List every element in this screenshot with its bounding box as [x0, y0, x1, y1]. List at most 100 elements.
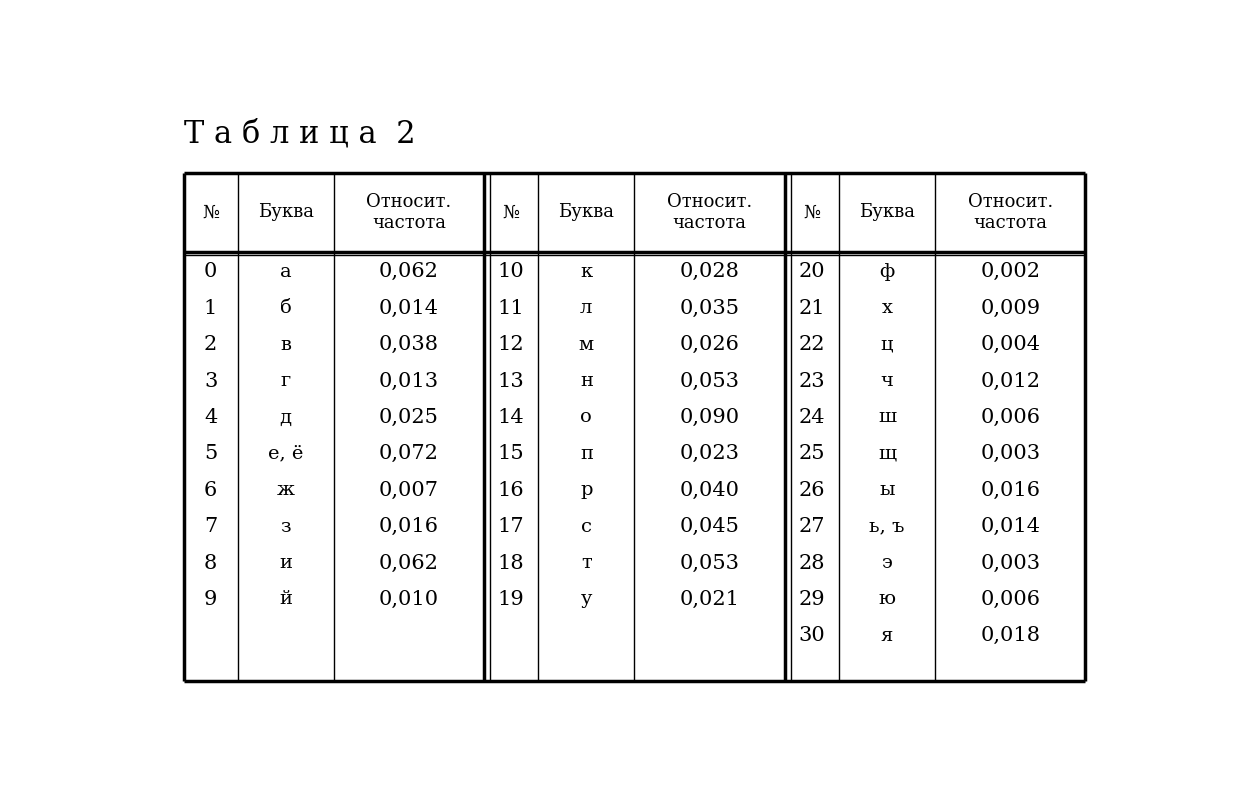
- Text: 13: 13: [498, 372, 525, 391]
- Text: 0,006: 0,006: [980, 408, 1040, 427]
- Text: Буква: Буква: [859, 204, 915, 222]
- Text: Относит.
частота: Относит. частота: [968, 193, 1052, 232]
- Text: 0,062: 0,062: [379, 263, 439, 281]
- Text: 0,028: 0,028: [680, 263, 739, 281]
- Text: 5: 5: [204, 444, 217, 464]
- Text: 0,014: 0,014: [980, 517, 1040, 536]
- Text: 0,018: 0,018: [980, 626, 1040, 645]
- Text: Относит.
частота: Относит. частота: [667, 193, 753, 232]
- Text: ь, ъ: ь, ъ: [869, 518, 905, 536]
- Text: 0,016: 0,016: [980, 481, 1040, 500]
- Text: п: п: [579, 445, 593, 463]
- Text: 0,013: 0,013: [379, 372, 439, 391]
- Text: 14: 14: [498, 408, 525, 427]
- Text: 0,002: 0,002: [980, 263, 1040, 281]
- Text: а: а: [280, 263, 292, 281]
- Text: к: к: [581, 263, 593, 281]
- Text: 7: 7: [204, 517, 217, 536]
- Text: 23: 23: [799, 372, 826, 391]
- Text: 1: 1: [204, 299, 218, 318]
- Text: 0,026: 0,026: [680, 335, 739, 354]
- Text: ф: ф: [879, 263, 895, 281]
- Text: 30: 30: [799, 626, 826, 645]
- Text: 10: 10: [498, 263, 525, 281]
- Text: 0: 0: [204, 263, 218, 281]
- Text: 0,023: 0,023: [680, 444, 739, 464]
- Text: 27: 27: [799, 517, 825, 536]
- Text: 3: 3: [204, 372, 218, 391]
- Text: 0,021: 0,021: [680, 590, 739, 609]
- Text: 0,045: 0,045: [680, 517, 739, 536]
- Text: 0,010: 0,010: [379, 590, 439, 609]
- Text: л: л: [581, 299, 593, 318]
- Text: ю: ю: [879, 590, 895, 608]
- Text: Буква: Буква: [258, 204, 313, 222]
- Text: г: г: [281, 372, 291, 390]
- Text: э: э: [881, 554, 893, 572]
- Text: б: б: [280, 299, 292, 318]
- Text: 15: 15: [498, 444, 525, 464]
- Text: 16: 16: [498, 481, 525, 500]
- Text: 24: 24: [799, 408, 825, 427]
- Text: 0,003: 0,003: [980, 553, 1040, 572]
- Text: 0,053: 0,053: [680, 372, 739, 391]
- Text: 0,053: 0,053: [680, 553, 739, 572]
- Text: Т а б л и ц а  2: Т а б л и ц а 2: [183, 119, 415, 149]
- Text: 6: 6: [204, 481, 217, 500]
- Text: в: в: [280, 336, 291, 354]
- Text: ы: ы: [879, 481, 895, 499]
- Text: 11: 11: [498, 299, 525, 318]
- Text: 12: 12: [498, 335, 525, 354]
- Text: 20: 20: [799, 263, 826, 281]
- Text: 0,007: 0,007: [379, 481, 439, 500]
- Text: 0,062: 0,062: [379, 553, 439, 572]
- Text: н: н: [579, 372, 593, 390]
- Text: т: т: [581, 554, 592, 572]
- Text: я: я: [880, 627, 893, 645]
- Text: 0,038: 0,038: [379, 335, 439, 354]
- Text: 0,072: 0,072: [379, 444, 439, 464]
- Text: ж: ж: [277, 481, 295, 499]
- Text: №: №: [202, 204, 219, 222]
- Text: 8: 8: [204, 553, 217, 572]
- Text: м: м: [579, 336, 594, 354]
- Text: 18: 18: [498, 553, 525, 572]
- Text: 25: 25: [799, 444, 825, 464]
- Text: й: й: [280, 590, 292, 608]
- Text: 0,040: 0,040: [680, 481, 739, 500]
- Text: 4: 4: [204, 408, 217, 427]
- Text: о: о: [581, 409, 592, 427]
- Text: 0,025: 0,025: [379, 408, 439, 427]
- Text: ц: ц: [880, 336, 894, 354]
- Text: с: с: [581, 518, 592, 536]
- Text: ш: ш: [878, 409, 896, 427]
- Text: 0,014: 0,014: [379, 299, 439, 318]
- Text: з: з: [281, 518, 291, 536]
- Text: Буква: Буква: [558, 204, 614, 222]
- Text: 0,009: 0,009: [980, 299, 1040, 318]
- Text: 22: 22: [799, 335, 825, 354]
- Text: №: №: [803, 204, 821, 222]
- Text: е, ё: е, ё: [269, 445, 303, 463]
- Text: 17: 17: [498, 517, 525, 536]
- Text: 0,016: 0,016: [379, 517, 439, 536]
- Text: 0,090: 0,090: [680, 408, 739, 427]
- Text: №: №: [503, 204, 520, 222]
- Text: р: р: [581, 481, 593, 499]
- Text: 0,004: 0,004: [980, 335, 1040, 354]
- Text: 2: 2: [204, 335, 217, 354]
- Text: у: у: [581, 590, 592, 608]
- Text: х: х: [881, 299, 893, 318]
- Text: щ: щ: [878, 445, 896, 463]
- Text: 19: 19: [498, 590, 525, 609]
- Text: 21: 21: [799, 299, 826, 318]
- Text: д: д: [280, 409, 292, 427]
- Text: и: и: [280, 554, 292, 572]
- Text: 28: 28: [799, 553, 825, 572]
- Text: 9: 9: [204, 590, 218, 609]
- Text: 29: 29: [799, 590, 826, 609]
- Text: ч: ч: [880, 372, 894, 390]
- Text: 0,012: 0,012: [980, 372, 1040, 391]
- Text: 0,006: 0,006: [980, 590, 1040, 609]
- Text: Относит.
частота: Относит. частота: [366, 193, 452, 232]
